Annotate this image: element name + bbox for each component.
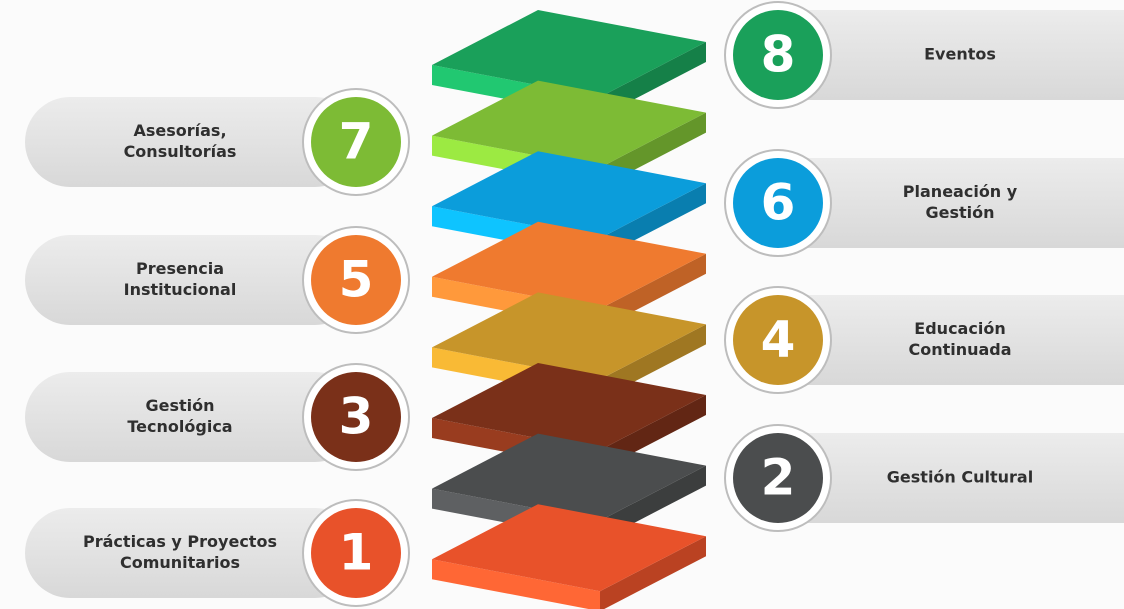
item-label: Prácticas y Proyectos <box>83 532 277 551</box>
item: 7 Asesorías, Consultorías <box>25 88 410 196</box>
badge-number: 6 <box>761 174 796 232</box>
item-label: Gestión Cultural <box>887 468 1033 487</box>
badge <box>733 158 823 248</box>
pill <box>760 295 1124 385</box>
item-label: Comunitarios <box>120 553 240 572</box>
pill <box>25 508 360 598</box>
badge <box>311 97 401 187</box>
item-label: Consultorías <box>124 142 237 161</box>
pills: 1 Prácticas y Proyectos Comunitarios 2 Gesti… <box>25 1 1124 607</box>
item: 6 Planeación y Gestión <box>724 149 1124 257</box>
item: 1 Prácticas y Proyectos Comunitarios <box>25 499 410 607</box>
pill <box>760 433 1124 523</box>
layer-top-face <box>432 80 706 168</box>
item-label: Presencia <box>136 259 224 278</box>
badge <box>311 372 401 462</box>
item-label: Educación <box>914 319 1005 338</box>
badge <box>733 295 823 385</box>
layer-top-face <box>432 363 706 450</box>
item-label: Planeación y <box>903 182 1018 201</box>
pill <box>25 97 360 187</box>
item-label: Asesorías, <box>133 121 226 140</box>
badge <box>733 433 823 523</box>
pill <box>760 158 1124 248</box>
layer <box>432 504 706 609</box>
layer-right-face <box>600 536 706 609</box>
layer-top-face <box>432 292 706 380</box>
layer-top-face <box>432 10 706 97</box>
badge-number: 2 <box>761 449 796 507</box>
badge <box>311 508 401 598</box>
layer-top-face <box>432 221 706 309</box>
badge-number: 5 <box>339 251 374 309</box>
item: 5 Presencia Institucional <box>25 226 410 334</box>
badge-number: 8 <box>761 26 796 84</box>
pill <box>25 235 360 325</box>
badge-number: 3 <box>339 388 374 446</box>
badge-number: 1 <box>339 524 374 582</box>
item: 2 Gestión Cultural <box>724 424 1124 532</box>
item: 8 Eventos <box>724 1 1124 109</box>
layer-stack <box>432 10 706 609</box>
item-label: Gestión <box>145 396 214 415</box>
item: 4 Educación Continuada <box>724 286 1124 394</box>
layer-top-face <box>432 504 706 592</box>
layer-top-face <box>432 151 706 239</box>
layer-top-face <box>432 433 706 521</box>
pill <box>25 372 360 462</box>
badge <box>733 10 823 100</box>
item-label: Tecnológica <box>127 417 232 436</box>
badge-number: 7 <box>339 113 374 171</box>
pill <box>760 10 1124 100</box>
item-label: Gestión <box>925 203 994 222</box>
item-label: Continuada <box>908 340 1011 359</box>
layer-left-face <box>432 559 600 609</box>
item-label: Institucional <box>124 280 237 299</box>
item-label: Eventos <box>924 45 996 64</box>
badge <box>311 235 401 325</box>
badge-number: 4 <box>761 311 796 369</box>
item: 3 Gestión Tecnológica <box>25 363 410 471</box>
